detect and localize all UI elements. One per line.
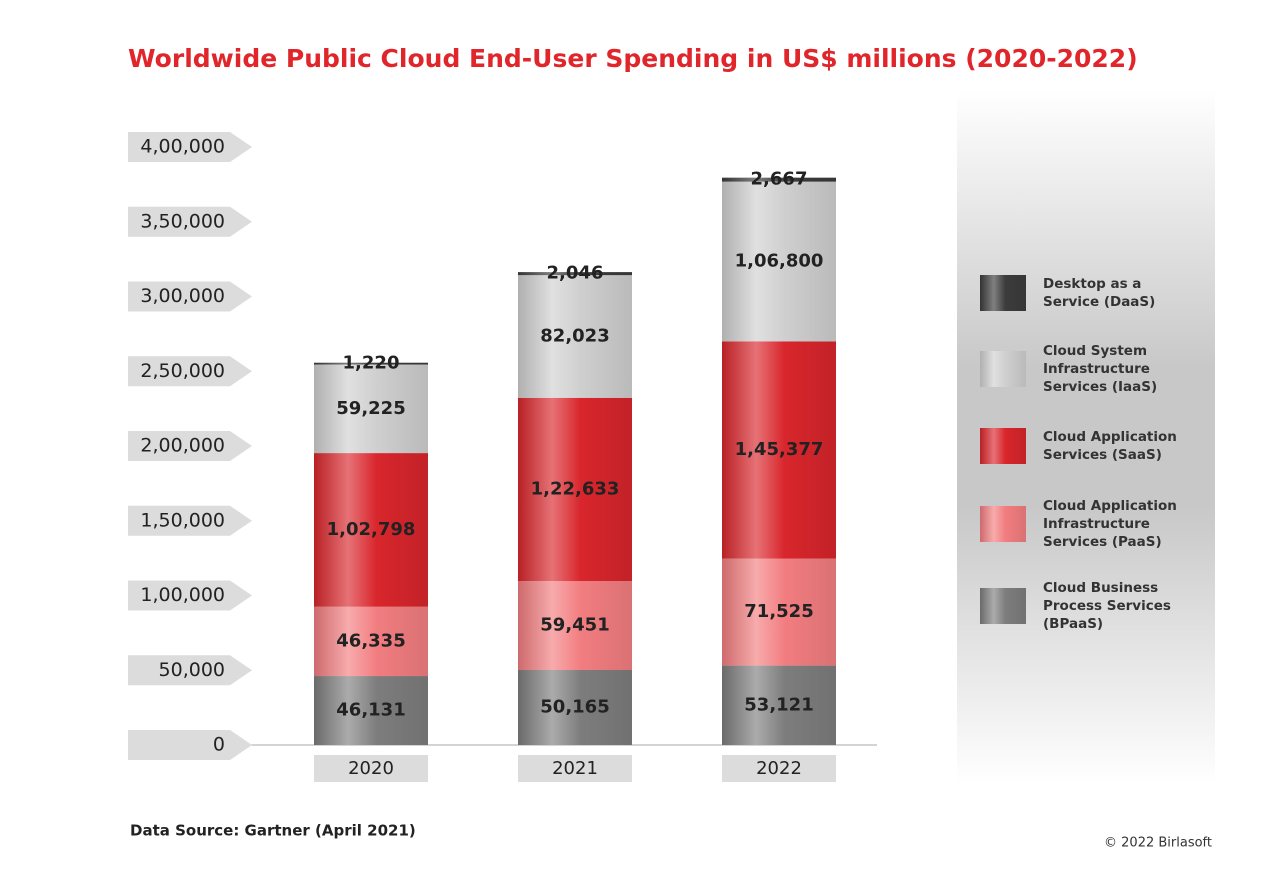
value-label: 71,525 [744,601,813,622]
bar-segment [722,177,836,182]
bar-segment [722,181,836,342]
bar-segment [518,397,632,582]
value-label: 1,22,633 [531,478,620,499]
chart-title: Worldwide Public Cloud End-User Spending… [128,44,1138,73]
value-label: 1,220 [343,353,400,374]
bar-segment [314,362,428,365]
y-tick [128,505,252,536]
value-label: 2,667 [751,169,808,190]
value-label: 1,02,798 [327,519,416,540]
bar-segment [518,275,632,398]
bar-segment [518,581,632,671]
bar-segment [314,453,428,607]
legend-label: Cloud Application Services (SaaS) [1043,429,1177,463]
y-tick [128,580,252,611]
legend-label: Cloud Business Process Services (BPaaS) [1043,580,1171,632]
bar-segment [722,558,836,666]
bar-segment [518,670,632,745]
value-label: 2,046 [547,263,604,284]
y-tick-label: 2,00,000 [140,435,225,457]
y-tick [128,132,252,162]
x-tick-label: 2020 [348,758,394,779]
y-tick-label: 3,00,000 [140,285,225,307]
y-tick-label: 1,00,000 [140,584,225,606]
value-label: 53,121 [744,694,813,715]
x-tick-label: 2022 [756,758,802,779]
legend-swatch [980,428,1026,464]
legend-swatch [980,506,1026,542]
y-tick-label: 4,00,000 [140,136,225,158]
legend-swatch [980,351,1026,387]
source: Data Source: Gartner (April 2021) [130,822,416,840]
bar-segment [314,676,428,745]
value-label: 82,023 [540,325,609,346]
x-tick-box [314,755,428,782]
bar-segment [518,272,632,276]
value-label: 46,335 [336,630,405,651]
y-tick-label: 3,50,000 [140,210,225,232]
value-label: 1,45,377 [735,439,824,460]
legend-swatch [980,588,1026,624]
bar-segment [314,606,428,677]
value-label: 50,165 [540,697,609,718]
bar-segment [314,364,428,454]
y-tick [128,730,252,760]
legend-label: Cloud Application Infrastructure Service… [1043,498,1177,550]
y-tick [128,356,252,387]
y-tick [128,431,252,461]
y-tick [128,281,252,312]
x-tick-box [518,755,632,782]
legend-label: Desktop as a Service (DaaS) [1043,276,1156,310]
credit: © 2022 Birlasoft [1104,836,1212,851]
value-label: 59,225 [336,398,405,419]
legend-label: Cloud System Infrastructure Services (Ia… [1043,343,1158,395]
value-label: 59,451 [540,615,609,636]
x-tick-box [722,755,836,782]
value-label: 46,131 [336,700,405,721]
y-tick-label: 1,50,000 [140,509,225,531]
y-tick [128,206,252,237]
bar-segment [722,341,836,559]
y-tick-label: 0 [213,734,225,756]
y-tick [128,655,252,686]
y-tick-label: 50,000 [159,659,225,681]
bar-segment [722,665,836,745]
legend-swatch [980,275,1026,311]
value-label: 1,06,800 [735,250,824,271]
y-tick-label: 2,50,000 [140,360,225,382]
x-tick-label: 2021 [552,758,598,779]
